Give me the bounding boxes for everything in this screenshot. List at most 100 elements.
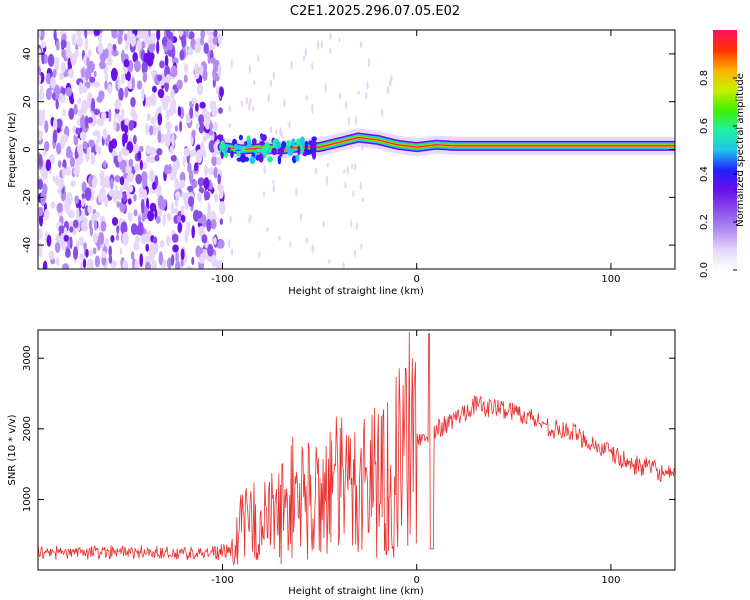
- noise-blob: [227, 238, 231, 249]
- noise-blob: [109, 177, 114, 190]
- noise-blob: [354, 162, 357, 171]
- noise-blob: [197, 217, 203, 224]
- noise-blob: [157, 195, 165, 210]
- signal-blob: [230, 150, 234, 159]
- noise-blob: [175, 260, 181, 269]
- noise-blob: [195, 122, 200, 129]
- noise-blob: [210, 219, 217, 230]
- signal-blob: [296, 138, 300, 146]
- noise-blob: [138, 186, 144, 198]
- signal-blob: [277, 155, 282, 165]
- signal-blob: [238, 134, 243, 141]
- noise-blob: [128, 158, 134, 167]
- noise-blob: [92, 113, 97, 121]
- noise-blob: [170, 88, 175, 99]
- noise-blob: [98, 232, 105, 245]
- noise-blob: [272, 71, 275, 80]
- noise-blob: [73, 104, 78, 115]
- noise-blob: [215, 86, 220, 95]
- noise-blob: [71, 33, 77, 46]
- snr-y-label: SNR (10 * v/v): [7, 414, 18, 485]
- noise-blob: [322, 220, 325, 228]
- noise-blob: [45, 87, 52, 101]
- noise-blob: [230, 248, 234, 256]
- noise-blob: [350, 219, 353, 229]
- snr-panel: -100 0 100 1000 2000 3000 Height of straight…: [7, 329, 676, 597]
- noise-blob: [175, 250, 179, 264]
- noise-blob: [357, 90, 360, 95]
- noise-blob: [196, 149, 203, 164]
- noise-blob: [194, 63, 199, 73]
- noise-blob: [172, 244, 179, 253]
- noise-blob: [253, 79, 256, 86]
- noise-blob: [117, 76, 121, 90]
- noise-blob: [198, 114, 205, 125]
- noise-blob: [42, 260, 48, 269]
- noise-blob: [108, 254, 113, 264]
- noise-blob: [93, 70, 97, 78]
- noise-blob: [266, 227, 269, 232]
- noise-blob: [93, 81, 101, 88]
- noise-blob: [141, 61, 147, 74]
- noise-blob: [186, 221, 191, 236]
- noise-blob: [200, 35, 204, 46]
- noise-blob: [60, 39, 67, 49]
- noise-blob: [58, 177, 65, 190]
- snr-x-label: Height of straight line (km): [288, 586, 424, 597]
- noise-blob: [366, 80, 369, 91]
- y-tick-label: 1000: [22, 487, 33, 512]
- noise-blob: [123, 124, 129, 134]
- noise-blob: [164, 54, 169, 68]
- signal-blob: [246, 144, 250, 149]
- noise-blob: [180, 204, 185, 217]
- noise-blob: [99, 187, 106, 195]
- noise-blob: [116, 201, 120, 208]
- noise-blob: [41, 41, 47, 49]
- noise-blob: [56, 142, 62, 155]
- x-tick-label: -100: [211, 575, 234, 586]
- signal-blob: [300, 136, 305, 146]
- noise-blob: [365, 91, 368, 100]
- noise-blob: [103, 160, 107, 168]
- noise-blob: [114, 175, 121, 183]
- signal-blob: [267, 156, 274, 163]
- noise-blob: [130, 109, 137, 118]
- noise-blob: [104, 80, 108, 90]
- noise-blob: [267, 93, 270, 104]
- noise-blob: [202, 69, 208, 82]
- noise-blob: [283, 99, 286, 107]
- x-tick-label: 0: [414, 575, 420, 586]
- noise-blob: [359, 40, 363, 49]
- noise-blob: [183, 147, 190, 157]
- noise-blob: [209, 122, 213, 130]
- signal-blob: [259, 141, 265, 146]
- noise-blob: [84, 30, 88, 39]
- snr-plot-area: [38, 330, 675, 570]
- noise-blob: [56, 40, 60, 51]
- noise-blob: [122, 192, 127, 203]
- noise-blob: [80, 85, 88, 94]
- noise-blob: [342, 262, 345, 269]
- noise-blob: [179, 179, 186, 189]
- noise-blob: [92, 247, 97, 255]
- noise-blob: [99, 60, 106, 70]
- noise-blob: [120, 78, 125, 85]
- noise-blob: [52, 129, 58, 144]
- noise-blob: [195, 102, 199, 112]
- noise-blob: [170, 65, 178, 78]
- noise-blob: [202, 135, 208, 142]
- noise-blob: [151, 260, 157, 269]
- noise-blob: [251, 106, 255, 112]
- noise-blob: [124, 86, 129, 98]
- noise-blob: [87, 258, 93, 269]
- noise-blob: [156, 30, 161, 41]
- noise-blob: [219, 86, 225, 98]
- noise-blob: [164, 133, 171, 148]
- signal-blob: [257, 148, 262, 153]
- noise-blob: [88, 49, 92, 58]
- noise-blob: [126, 172, 134, 183]
- noise-blob: [217, 63, 222, 77]
- noise-blob: [63, 234, 69, 242]
- noise-blob: [158, 251, 163, 266]
